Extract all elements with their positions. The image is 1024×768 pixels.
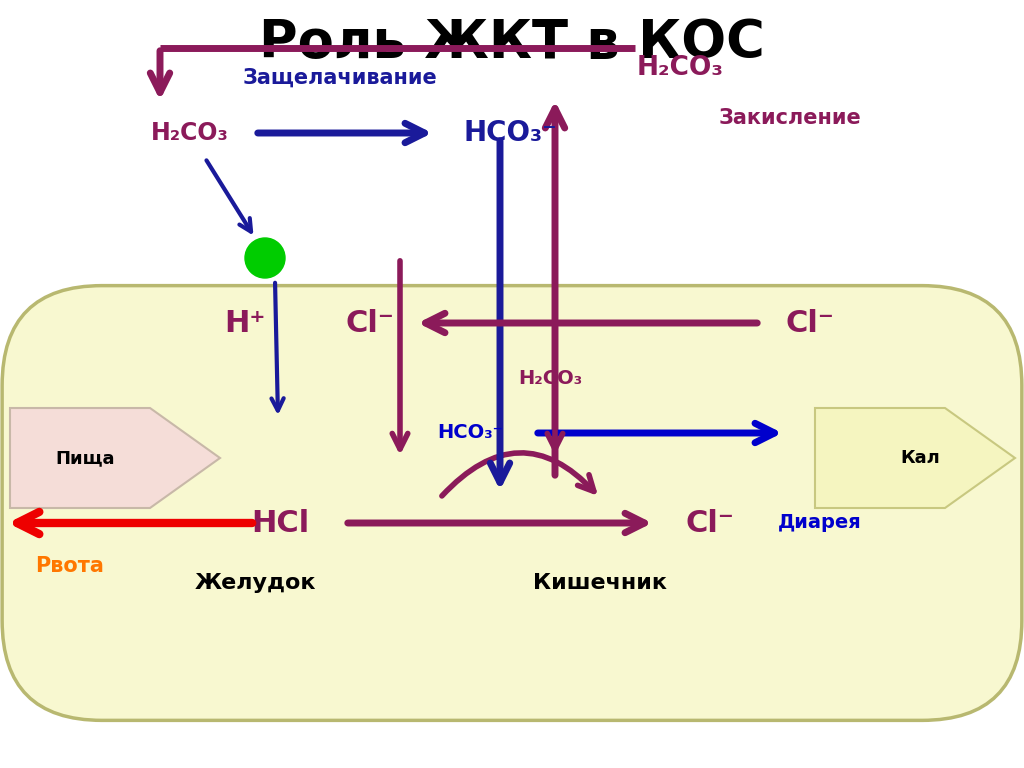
Circle shape [245, 238, 285, 278]
Text: Cl⁻: Cl⁻ [785, 309, 835, 337]
Text: Пища: Пища [55, 449, 115, 467]
Text: HCl: HCl [251, 508, 309, 538]
Text: HCO₃⁻: HCO₃⁻ [463, 119, 557, 147]
Text: H₂CO₃: H₂CO₃ [152, 121, 229, 145]
Text: Роль ЖКТ в КОС: Роль ЖКТ в КОС [259, 17, 765, 69]
Text: Диарея: Диарея [778, 514, 862, 532]
Text: Кишечник: Кишечник [534, 573, 667, 593]
Text: H₂CO₃: H₂CO₃ [637, 55, 723, 81]
Text: Cl⁻: Cl⁻ [345, 309, 394, 337]
Text: Cl⁻: Cl⁻ [685, 508, 734, 538]
FancyBboxPatch shape [2, 286, 1022, 720]
Text: H⁺: H⁺ [224, 309, 265, 337]
Text: H₂CO₃: H₂CO₃ [518, 369, 582, 388]
Text: Кал: Кал [900, 449, 940, 467]
Text: Желудок: Желудок [195, 573, 315, 593]
FancyArrowPatch shape [442, 453, 594, 496]
Polygon shape [815, 408, 1015, 508]
Text: Защелачивание: Защелачивание [243, 68, 437, 88]
Text: Рвота: Рвота [36, 556, 104, 576]
Polygon shape [10, 408, 220, 508]
Text: Закисление: Закисление [719, 108, 861, 128]
Text: HCO₃⁻: HCO₃⁻ [437, 423, 503, 442]
